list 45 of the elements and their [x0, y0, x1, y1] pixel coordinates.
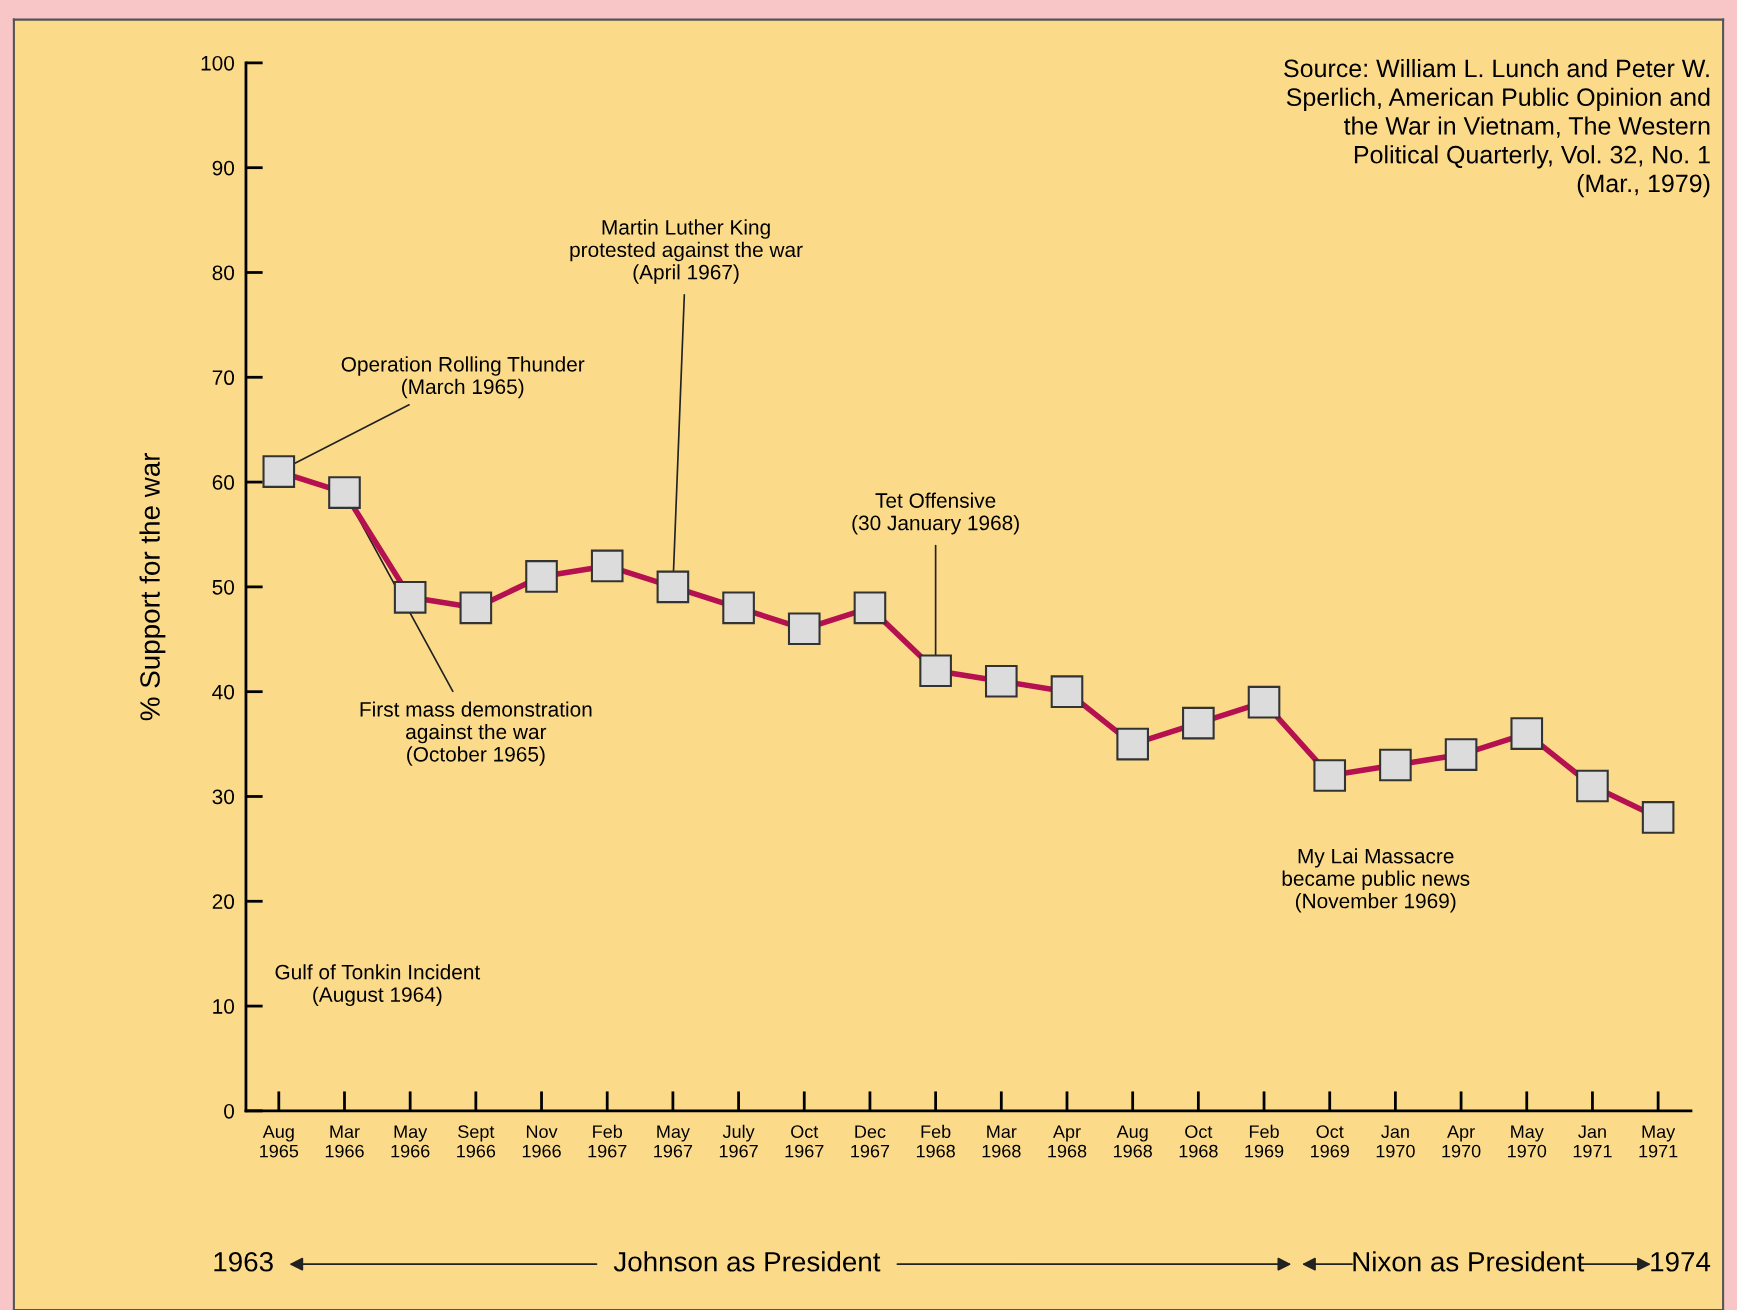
x-tick-label: Jan 1971	[1573, 1125, 1612, 1158]
annotation: My Lai Massacre became public news (November 1969)	[1282, 848, 1470, 913]
x-tick-label: Oct 1967	[785, 1125, 824, 1158]
y-tick-label: 10	[213, 999, 235, 1014]
y-axis-title: % Support for the war	[139, 453, 166, 721]
y-tick-label: 20	[212, 894, 235, 910]
annotation: Martin Luther King protested against the war (April 1967)	[570, 219, 803, 284]
x-tick-label: Dec 1967	[851, 1125, 890, 1158]
y-tick-label: 70	[212, 370, 235, 386]
x-tick-label: May 1967	[654, 1125, 693, 1158]
x-tick-label: Jan 1970	[1376, 1125, 1415, 1158]
y-tick-label: 60	[212, 475, 235, 490]
x-tick-label: Apr 1970	[1442, 1125, 1481, 1158]
x-tick-label: Oct 1969	[1311, 1125, 1349, 1158]
x-tick-label: Nov 1966	[522, 1125, 561, 1158]
y-tick-label: 100	[201, 55, 235, 71]
text: Johnson as President	[613, 1251, 881, 1272]
text: Nixon as President	[1353, 1251, 1585, 1272]
x-tick-label: Aug 1965	[260, 1125, 299, 1158]
annotation: Gulf of Tonkin Incident (August 1964)	[275, 964, 481, 1007]
x-tick-label: Mar 1968	[982, 1125, 1021, 1158]
x-tick-label: Feb 1969	[1245, 1124, 1284, 1158]
x-tick-label: Feb 1967	[588, 1124, 627, 1158]
text: 1963	[214, 1251, 273, 1272]
x-tick-label: Sept 1966	[457, 1125, 496, 1158]
y-tick-label: 90	[212, 160, 235, 176]
annotation: First mass demonstration against the war (October 1965)	[360, 701, 592, 766]
x-tick-label: Feb 1968	[916, 1124, 955, 1158]
annotation: Operation Rolling Thunder (March 1965)	[341, 356, 585, 399]
y-tick-label: 80	[212, 265, 235, 281]
x-tick-label: July 1967	[719, 1124, 758, 1158]
y-tick-label: 30	[212, 789, 235, 805]
y-tick-label: 40	[212, 684, 235, 700]
annotation: Tet Offensive (30 January 1968)	[852, 492, 1019, 535]
x-tick-label: Aug 1968	[1113, 1125, 1152, 1158]
x-tick-label: Mar 1966	[325, 1125, 364, 1158]
x-tick-label: Oct 1968	[1179, 1125, 1218, 1158]
x-tick-label: May 1970	[1508, 1125, 1547, 1158]
y-tick-label: 50	[212, 579, 235, 595]
y-tick-label: 0	[224, 1103, 235, 1119]
annotation: Source: William L. Lunch and Peter W. Sperlich, American Public Opinion and the War in Vietnam, The Western Political Quarterly, Vol. 32, No. 1 (Mar., 1979)	[1284, 58, 1710, 198]
x-tick-label: Apr 1968	[1048, 1125, 1087, 1158]
x-tick-label: May 1971	[1639, 1125, 1678, 1158]
text: 1974	[1651, 1251, 1711, 1272]
x-tick-label: May 1966	[391, 1125, 430, 1158]
